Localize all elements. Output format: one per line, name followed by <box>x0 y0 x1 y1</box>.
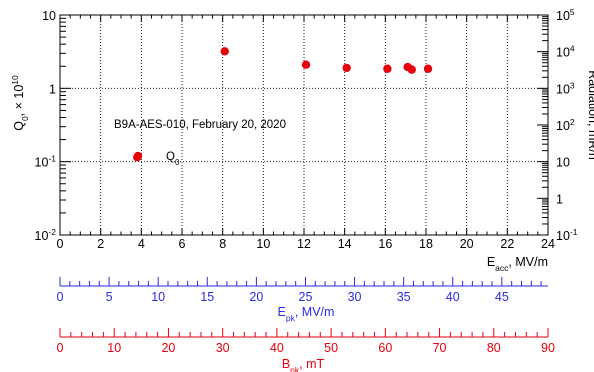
x-tick-label: 22 <box>500 237 514 251</box>
secondary-tick-label: 60 <box>378 341 392 355</box>
run-annotation: B9A-AES-010, February 20, 2020 <box>114 119 286 131</box>
data-point-q0 <box>407 65 416 74</box>
x-tick-label: 14 <box>338 237 352 251</box>
data-points <box>133 47 433 162</box>
secondary-tick-label: 15 <box>200 290 214 304</box>
secondary-tick-label: 30 <box>216 341 230 355</box>
x-tick-label: 0 <box>57 237 64 251</box>
secondary-tick-label: 35 <box>397 290 411 304</box>
secondary-tick-label: 20 <box>161 341 175 355</box>
secondary-tick-label: 90 <box>541 341 555 355</box>
y-left-axis-title: Q0, × 1010 <box>10 75 30 131</box>
x-tick-label: 20 <box>460 237 474 251</box>
x-tick-label: 2 <box>97 237 104 251</box>
y-left-tick-label: 10-2 <box>35 227 57 243</box>
secondary-tick-label: 70 <box>433 341 447 355</box>
y-right-tick-label: 1 <box>556 192 563 206</box>
secondary-tick-label: 25 <box>299 290 313 304</box>
bpk-axis: 0 10 20 30 40 50 60 70 80 90 Bpk, mT <box>57 328 555 372</box>
secondary-tick-label: 10 <box>151 290 165 304</box>
x-axis-title: Eacc, MV/m <box>487 255 548 273</box>
y-right-tick-label: 103 <box>556 80 575 96</box>
data-point-q0 <box>220 47 229 56</box>
y-left-tick-label: 10-1 <box>35 154 57 170</box>
y-left-tick-label: 10 <box>42 9 56 23</box>
secondary-tick-label: 0 <box>57 290 64 304</box>
y-right-tick-label: 105 <box>556 7 575 23</box>
secondary-axis-title: Bpk, mT <box>282 357 325 372</box>
y-right-tick-label: 10-1 <box>556 227 578 243</box>
data-point-q0 <box>301 60 311 69</box>
y-right-axis-title: Radiation, mR/h <box>586 70 594 160</box>
y-right-tick-label: 102 <box>556 117 575 133</box>
secondary-tick-label: 40 <box>270 341 284 355</box>
secondary-tick-label: 40 <box>446 290 460 304</box>
epk-axis: 0 5 10 15 20 25 30 35 40 45 Epk, MV/m <box>57 277 548 323</box>
x-tick-label: 10 <box>256 237 270 251</box>
y-right-tick-label: 104 <box>556 44 575 60</box>
secondary-tick-label: 20 <box>249 290 263 304</box>
x-tick-label: 4 <box>138 237 145 251</box>
legend-label-q0: Q0 <box>166 151 180 167</box>
x-tick-label: 12 <box>297 237 311 251</box>
y-left-tick-label: 1 <box>49 82 56 96</box>
x-tick-label: 6 <box>179 237 186 251</box>
secondary-tick-label: 0 <box>57 341 64 355</box>
data-point-q0 <box>383 64 392 73</box>
secondary-tick-label: 10 <box>107 341 121 355</box>
secondary-axis-title: Epk, MV/m <box>278 305 335 323</box>
data-point-q0 <box>133 153 142 162</box>
y-right-tick-label: 10 <box>556 156 570 170</box>
secondary-tick-label: 80 <box>487 341 501 355</box>
x-tick-label: 8 <box>219 237 226 251</box>
x-tick-label: 18 <box>419 237 433 251</box>
x-tick-label: 24 <box>541 237 555 251</box>
x-tick-label: 16 <box>378 237 392 251</box>
data-point-q0 <box>423 64 433 73</box>
secondary-tick-label: 30 <box>348 290 362 304</box>
data-point-q0 <box>342 63 351 73</box>
secondary-tick-label: 5 <box>106 290 113 304</box>
secondary-tick-label: 50 <box>324 341 338 355</box>
secondary-tick-label: 45 <box>495 290 509 304</box>
